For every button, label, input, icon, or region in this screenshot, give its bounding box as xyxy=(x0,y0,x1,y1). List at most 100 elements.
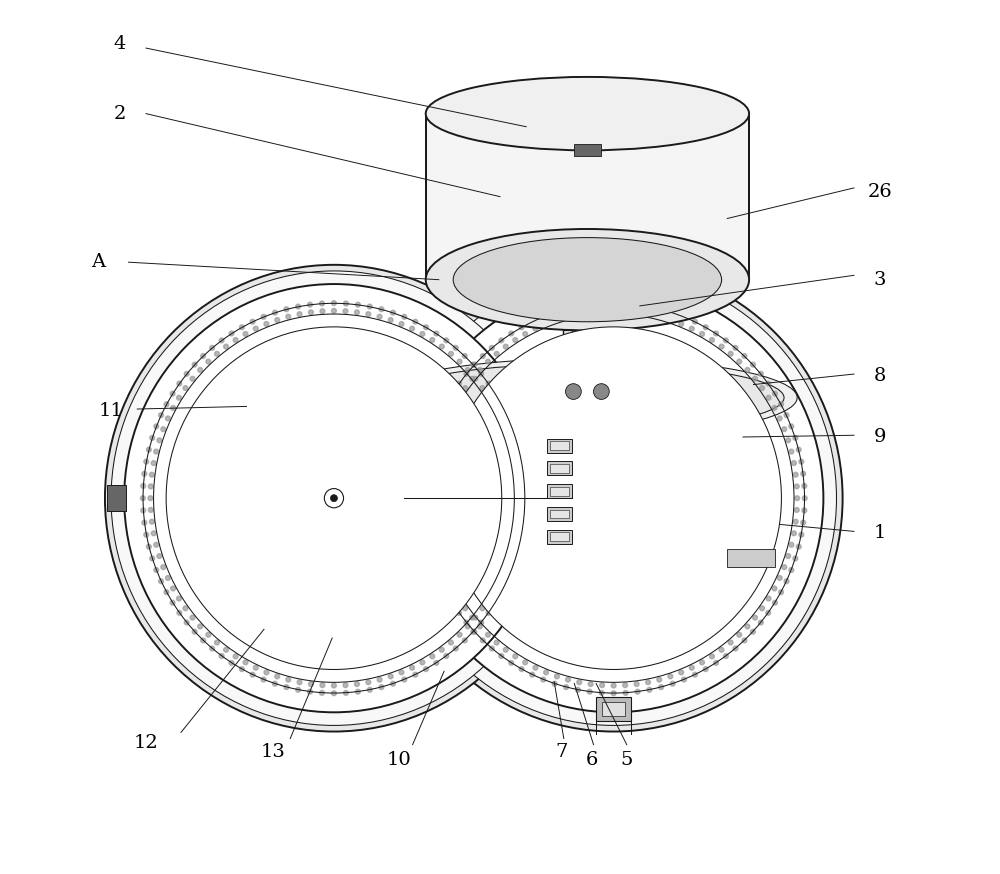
Circle shape xyxy=(355,682,359,686)
Ellipse shape xyxy=(166,327,502,669)
Circle shape xyxy=(470,615,475,620)
Circle shape xyxy=(634,310,639,315)
Ellipse shape xyxy=(446,327,781,669)
Circle shape xyxy=(243,331,248,336)
Circle shape xyxy=(379,307,384,312)
Bar xyxy=(547,530,572,544)
Circle shape xyxy=(519,667,524,671)
Circle shape xyxy=(588,310,593,315)
Circle shape xyxy=(429,435,434,440)
Circle shape xyxy=(506,553,511,558)
Circle shape xyxy=(320,309,325,314)
Circle shape xyxy=(164,402,169,406)
Bar xyxy=(550,487,569,496)
Circle shape xyxy=(450,600,455,605)
Circle shape xyxy=(284,684,289,690)
Circle shape xyxy=(789,424,794,429)
Circle shape xyxy=(330,495,337,502)
Circle shape xyxy=(391,310,395,315)
Circle shape xyxy=(355,690,360,694)
Circle shape xyxy=(494,640,499,645)
Circle shape xyxy=(453,646,458,651)
Circle shape xyxy=(647,304,652,309)
Circle shape xyxy=(793,556,798,561)
Circle shape xyxy=(422,520,426,525)
Circle shape xyxy=(742,638,747,642)
Circle shape xyxy=(751,629,755,635)
Circle shape xyxy=(171,586,176,591)
Circle shape xyxy=(343,683,348,688)
Circle shape xyxy=(456,395,461,400)
Circle shape xyxy=(513,556,518,561)
Circle shape xyxy=(682,315,686,319)
Circle shape xyxy=(486,633,490,637)
Circle shape xyxy=(142,520,147,525)
Circle shape xyxy=(243,660,248,665)
Circle shape xyxy=(297,680,302,684)
Circle shape xyxy=(355,302,360,307)
Circle shape xyxy=(215,640,219,645)
Circle shape xyxy=(464,621,469,625)
Circle shape xyxy=(471,362,476,367)
Circle shape xyxy=(710,337,714,343)
Circle shape xyxy=(332,309,336,313)
Circle shape xyxy=(480,606,485,611)
Circle shape xyxy=(779,402,783,406)
Circle shape xyxy=(430,654,435,659)
Circle shape xyxy=(449,351,453,357)
Circle shape xyxy=(198,624,203,628)
Circle shape xyxy=(611,301,616,306)
Circle shape xyxy=(429,519,434,524)
Circle shape xyxy=(463,606,468,611)
Circle shape xyxy=(623,301,628,306)
Circle shape xyxy=(552,310,557,315)
Circle shape xyxy=(421,483,425,489)
Circle shape xyxy=(588,682,593,686)
Circle shape xyxy=(343,309,348,314)
Circle shape xyxy=(700,331,704,336)
Circle shape xyxy=(157,438,162,443)
Circle shape xyxy=(465,624,470,628)
Circle shape xyxy=(444,590,449,594)
Circle shape xyxy=(309,310,313,315)
Circle shape xyxy=(148,508,153,512)
Circle shape xyxy=(210,345,215,350)
Circle shape xyxy=(457,633,462,637)
Circle shape xyxy=(552,682,557,686)
Bar xyxy=(547,461,572,475)
Circle shape xyxy=(154,449,159,454)
Circle shape xyxy=(377,315,382,319)
Circle shape xyxy=(379,684,384,690)
Circle shape xyxy=(420,496,425,501)
Circle shape xyxy=(154,543,159,547)
Circle shape xyxy=(206,359,211,364)
Circle shape xyxy=(587,302,592,307)
Text: 10: 10 xyxy=(387,752,412,769)
Circle shape xyxy=(575,687,580,692)
Circle shape xyxy=(355,310,359,315)
Circle shape xyxy=(426,545,431,549)
Circle shape xyxy=(494,351,499,357)
Bar xyxy=(550,464,569,473)
Circle shape xyxy=(332,690,336,696)
Circle shape xyxy=(714,331,718,336)
Circle shape xyxy=(177,395,181,400)
Circle shape xyxy=(437,553,441,558)
Circle shape xyxy=(566,384,581,399)
Circle shape xyxy=(421,508,425,513)
Circle shape xyxy=(487,596,491,601)
Circle shape xyxy=(431,461,436,466)
Circle shape xyxy=(471,629,476,635)
Circle shape xyxy=(498,416,502,420)
Text: 5: 5 xyxy=(621,752,633,769)
Circle shape xyxy=(599,690,604,696)
Circle shape xyxy=(206,633,211,637)
Circle shape xyxy=(575,304,580,309)
Circle shape xyxy=(753,377,757,381)
Circle shape xyxy=(472,629,477,635)
Circle shape xyxy=(719,344,724,349)
Circle shape xyxy=(148,496,153,501)
Circle shape xyxy=(201,354,206,358)
Circle shape xyxy=(450,392,455,396)
Bar xyxy=(426,114,749,280)
